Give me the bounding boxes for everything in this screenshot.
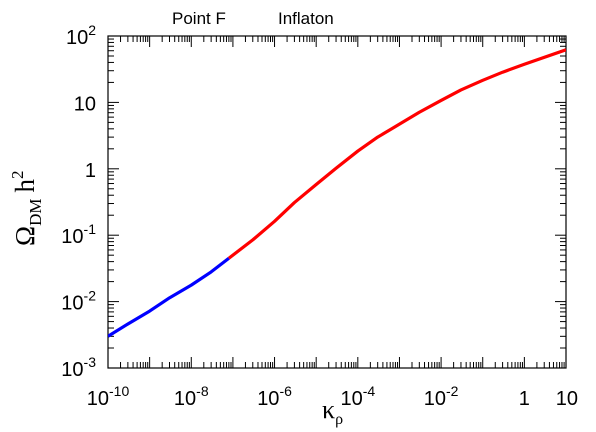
annotation-inflaton: Inflaton: [278, 9, 334, 28]
y-tick-exponent: -2: [84, 288, 97, 304]
y-tick-label: 1: [85, 160, 96, 182]
ticks-layer: [107, 36, 566, 369]
labels-layer: 10-10 10-8 10-6 10-4 10-2 1 1010-310-210-11101…: [61, 22, 578, 410]
y-tick-label: 10-2: [61, 288, 96, 315]
x-tick-label: 10: [556, 388, 578, 410]
x-tick-base: 10: [424, 388, 446, 410]
x-tick-exponent: -10: [109, 383, 129, 399]
x-tick-exponent: -8: [196, 383, 209, 399]
y-tick-label: 10-1: [61, 221, 96, 248]
y-axis-symbol: Ω: [10, 226, 40, 246]
x-tick-label: 10-2: [424, 383, 459, 410]
x-axis-title: κρ: [322, 395, 343, 428]
x-axis-symbol: κ: [322, 395, 335, 424]
y-tick-base: 1: [85, 160, 96, 182]
series-line-blue: [108, 256, 230, 338]
plot-frame: [107, 35, 567, 369]
y-tick-exponent: -1: [84, 221, 97, 237]
x-tick-base: 10: [556, 388, 578, 410]
x-tick-label: 1: [519, 388, 530, 410]
x-tick-base: 10: [174, 388, 196, 410]
y-tick-label: 10: [74, 93, 96, 115]
x-tick-base: 1: [519, 388, 530, 410]
y-tick-label: 102: [66, 22, 96, 49]
x-tick-label: 10-4: [340, 383, 375, 410]
annotation-point-f: Point F: [172, 9, 226, 28]
y-tick-exponent: 2: [88, 22, 96, 38]
y-axis-title: ΩDM h2: [8, 171, 45, 246]
y-tick-base: 10: [61, 293, 83, 315]
x-tick-label: 10-8: [174, 383, 209, 410]
x-tick-exponent: -2: [446, 383, 459, 399]
y-tick-base: 10: [66, 27, 88, 49]
x-tick-base: 10: [340, 388, 362, 410]
x-tick-label: 10-10: [87, 383, 130, 410]
y-axis-subscript: DM: [26, 199, 45, 226]
y-axis-superscript: 2: [8, 171, 27, 180]
x-tick-label: 10-6: [257, 383, 292, 410]
y-axis-suffix: h: [10, 179, 40, 193]
y-tick-base: 10: [61, 226, 83, 248]
x-tick-base: 10: [87, 388, 109, 410]
lines-layer: [108, 48, 566, 338]
x-tick-exponent: -6: [279, 383, 292, 399]
x-tick-exponent: -4: [363, 383, 376, 399]
y-tick-exponent: -3: [84, 354, 97, 370]
x-tick-base: 10: [257, 388, 279, 410]
y-tick-base: 10: [61, 359, 83, 381]
x-axis-subscript: ρ: [335, 411, 343, 428]
y-tick-label: 10-3: [61, 354, 96, 381]
series-line-red: [227, 48, 566, 260]
y-tick-base: 10: [74, 93, 96, 115]
